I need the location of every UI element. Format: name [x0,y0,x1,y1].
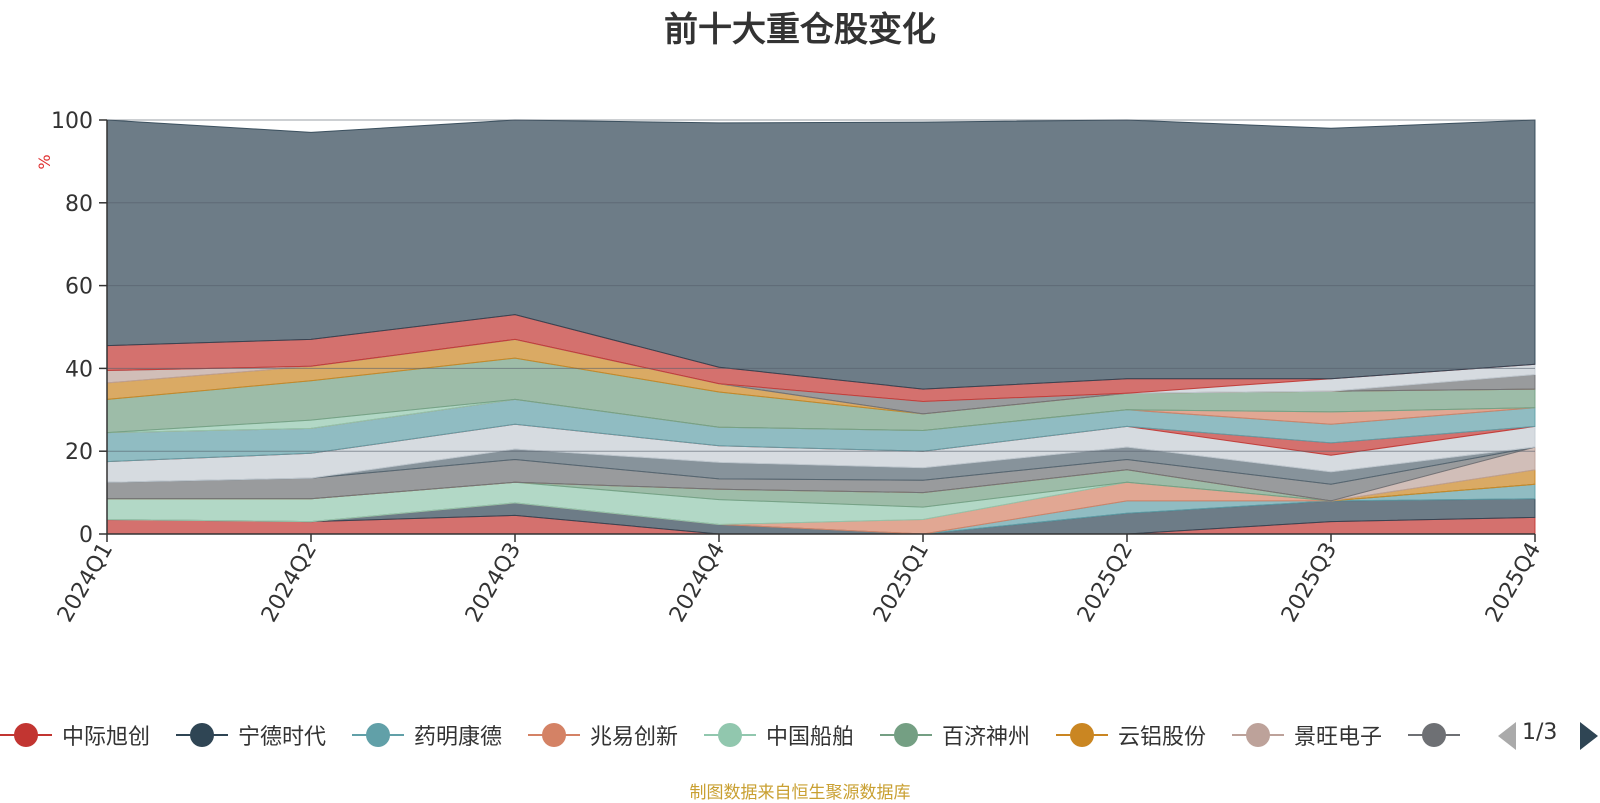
x-tick-label: 2025Q1 [869,539,934,627]
legend-pager: 1/3 [1498,718,1598,752]
x-tick-label: 2025Q4 [1481,539,1546,627]
legend-item[interactable]: 三 [1408,718,1468,752]
y-tick-label: 60 [65,275,93,300]
legend-label: 百济神州 [942,725,1031,750]
x-tick-label: 2024Q2 [257,539,322,627]
legend-marker-icon [880,718,932,752]
legend-marker-icon [528,718,580,752]
legend-items: 中际旭创 宁德时代 药明康德 兆易创新 中国船舶 百济神州 云铝股份 景旺电子三 [0,718,1468,752]
legend-marker-icon [1056,718,1108,752]
x-tick-label: 2024Q4 [665,539,730,627]
legend-label: 兆易创新 [590,725,679,750]
x-tick-label: 2024Q1 [53,539,118,627]
legend-item[interactable]: 宁德时代 [176,718,326,752]
grid-layer [107,119,1535,452]
legend-marker-icon [704,718,756,752]
pager-prev-icon[interactable] [1498,722,1516,750]
y-tick-label: 100 [51,109,93,134]
chart-title: 前十大重仓股变化 [664,10,936,50]
y-tick-label: 0 [79,523,93,548]
legend-marker-icon [1408,718,1460,752]
x-tick-label: 2025Q2 [1073,539,1138,627]
legend: 中际旭创 宁德时代 药明康德 兆易创新 中国船舶 百济神州 云铝股份 景旺电子三 [0,718,1600,752]
legend-label: 云铝股份 [1118,725,1207,750]
legend-label: 药明康德 [414,725,503,750]
legend-label: 景旺电子 [1294,725,1383,750]
legend-item[interactable]: 景旺电子 [1232,718,1382,752]
legend-marker-icon [1232,718,1284,752]
y-axis-label: % [35,154,54,169]
legend-item[interactable]: 药明康德 [352,718,502,752]
legend-label: 中际旭创 [62,725,151,750]
legend-item[interactable]: 中际旭创 [0,718,150,752]
area-layer [106,119,1536,535]
y-tick-label: 40 [65,357,93,382]
legend-item[interactable]: 云铝股份 [1056,718,1206,752]
legend-marker-icon [352,718,404,752]
pager-next-icon[interactable] [1580,722,1598,750]
legend-marker-icon [176,718,228,752]
stacked-area-chart: 0 20 40 60 80 100% 2024Q1 2024Q2 2024Q3 2024Q4 202… [35,109,1546,627]
legend-label: 中国船舶 [766,725,855,750]
source-note: 制图数据来自恒生聚源数据库 [689,783,911,803]
y-tick-label: 80 [65,192,93,217]
legend-item[interactable]: 兆易创新 [528,718,678,752]
y-tick-label: 20 [65,440,93,465]
pager-text: 1/3 [1522,720,1558,745]
area-series-21 [106,119,1536,390]
x-tick-label: 2024Q3 [461,539,526,627]
x-tick-label: 2025Q3 [1277,539,1342,627]
legend-item[interactable]: 中国船舶 [704,718,854,752]
legend-item[interactable]: 百济神州 [880,718,1030,752]
legend-marker-icon [0,718,52,752]
legend-label: 宁德时代 [238,725,327,750]
